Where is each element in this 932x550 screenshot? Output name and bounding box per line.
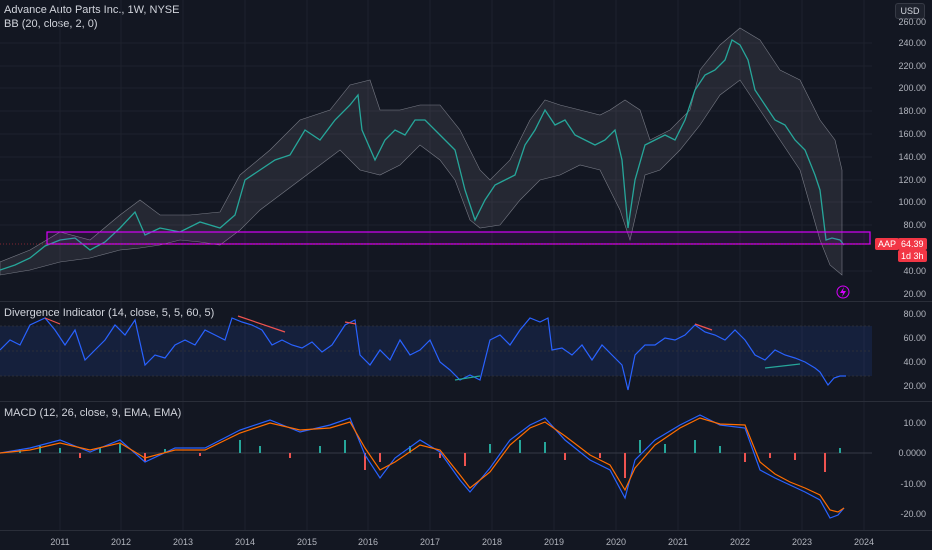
time-tick: 2011: [50, 537, 70, 547]
price-tick: 80.00: [903, 220, 926, 230]
macd-line: [0, 414, 845, 519]
price-candles: [0, 39, 845, 271]
price-tick: 220.00: [898, 61, 926, 71]
price-tick: 20.00: [903, 289, 926, 299]
macd-legend[interactable]: MACD (12, 26, close, 9, EMA, EMA): [4, 407, 182, 419]
time-tick: 2018: [481, 537, 503, 547]
lightning-icon: [836, 285, 850, 299]
time-tick: 2019: [543, 537, 565, 547]
price-tick: 140.00: [898, 152, 926, 162]
divergence-tick: 40.00: [903, 357, 926, 367]
price-tick: 40.00: [903, 266, 926, 276]
countdown-badge: 1d 3h: [898, 250, 927, 262]
time-tick: 2013: [172, 537, 194, 547]
price-tick: 200.00: [898, 83, 926, 93]
bollinger-band: [0, 27, 843, 276]
symbol-legend[interactable]: Advance Auto Parts Inc., 1W, NYSE: [4, 4, 180, 16]
divergence-legend[interactable]: Divergence Indicator (14, close, 5, 5, 6…: [4, 307, 215, 319]
price-tick: 240.00: [898, 38, 926, 48]
currency-button[interactable]: USD: [895, 3, 925, 19]
price-tick: 120.00: [898, 175, 926, 185]
signal-line: [0, 417, 845, 513]
divergence-tick: 80.00: [903, 309, 926, 319]
divergence-tick: 20.00: [903, 381, 926, 391]
ticker-badge: AAP: [875, 238, 900, 250]
pane-divider[interactable]: [0, 401, 932, 402]
divergence-tick: 60.00: [903, 333, 926, 343]
price-badge: 64.39: [898, 238, 927, 250]
time-axis-divider: [0, 530, 932, 531]
time-tick: 2017: [419, 537, 441, 547]
time-tick: 2023: [791, 537, 813, 547]
time-tick: 2016: [357, 537, 379, 547]
price-tick: 160.00: [898, 129, 926, 139]
macd-tick: -10.00: [900, 479, 926, 489]
macd-histogram: [19, 440, 841, 478]
time-tick: 2024: [853, 537, 875, 547]
price-tick: 180.00: [898, 106, 926, 116]
time-tick: 2012: [110, 537, 132, 547]
divergence-lines: [44, 315, 801, 381]
macd-tick: -20.00: [900, 509, 926, 519]
price-tick: 260.00: [898, 17, 926, 27]
macd-tick: 10.00: [903, 418, 926, 428]
time-tick: 2020: [605, 537, 627, 547]
rsi-line: [0, 317, 846, 391]
time-tick: 2021: [667, 537, 689, 547]
price-tick: 100.00: [898, 197, 926, 207]
time-tick: 2014: [234, 537, 256, 547]
macd-tick: 0.0000: [898, 448, 926, 458]
bb-legend[interactable]: BB (20, close, 2, 0): [4, 18, 98, 30]
pane-divider[interactable]: [0, 301, 932, 302]
time-tick: 2015: [296, 537, 318, 547]
support-zone: [46, 231, 871, 245]
time-tick: 2022: [729, 537, 751, 547]
